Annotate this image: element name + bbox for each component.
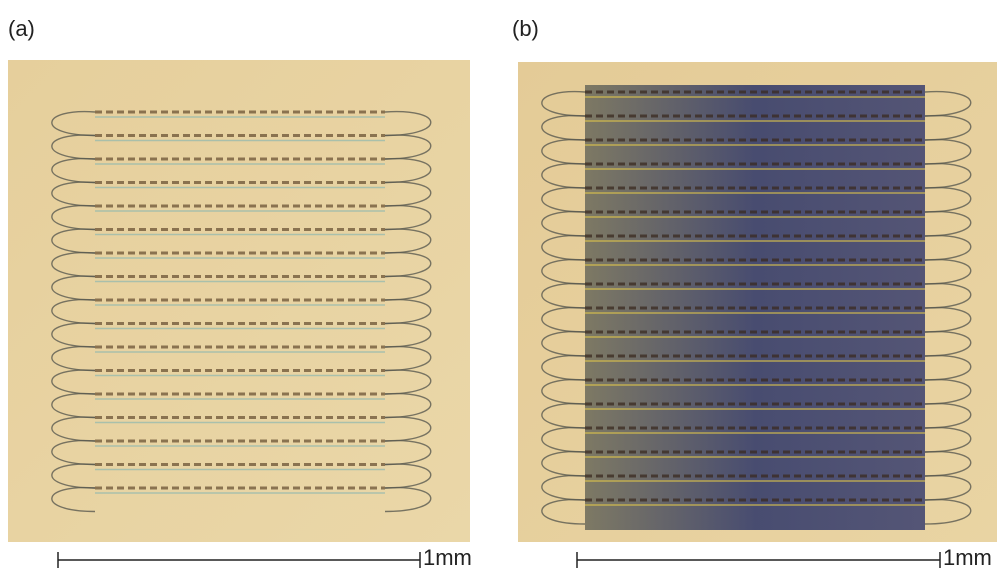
panel-label: (b)	[512, 16, 539, 41]
figure: (a) 1mm (b) 1mm	[0, 0, 997, 571]
scale-label: 1mm	[943, 545, 992, 570]
page: (a) 1mm (b) 1mm (() => { const data = JS…	[0, 0, 997, 571]
panel-a: (a) 1mm	[8, 16, 472, 570]
panel-b: (b) 1mm	[512, 16, 997, 570]
panel-label: (a)	[8, 16, 35, 41]
scale-label: 1mm	[423, 545, 472, 570]
